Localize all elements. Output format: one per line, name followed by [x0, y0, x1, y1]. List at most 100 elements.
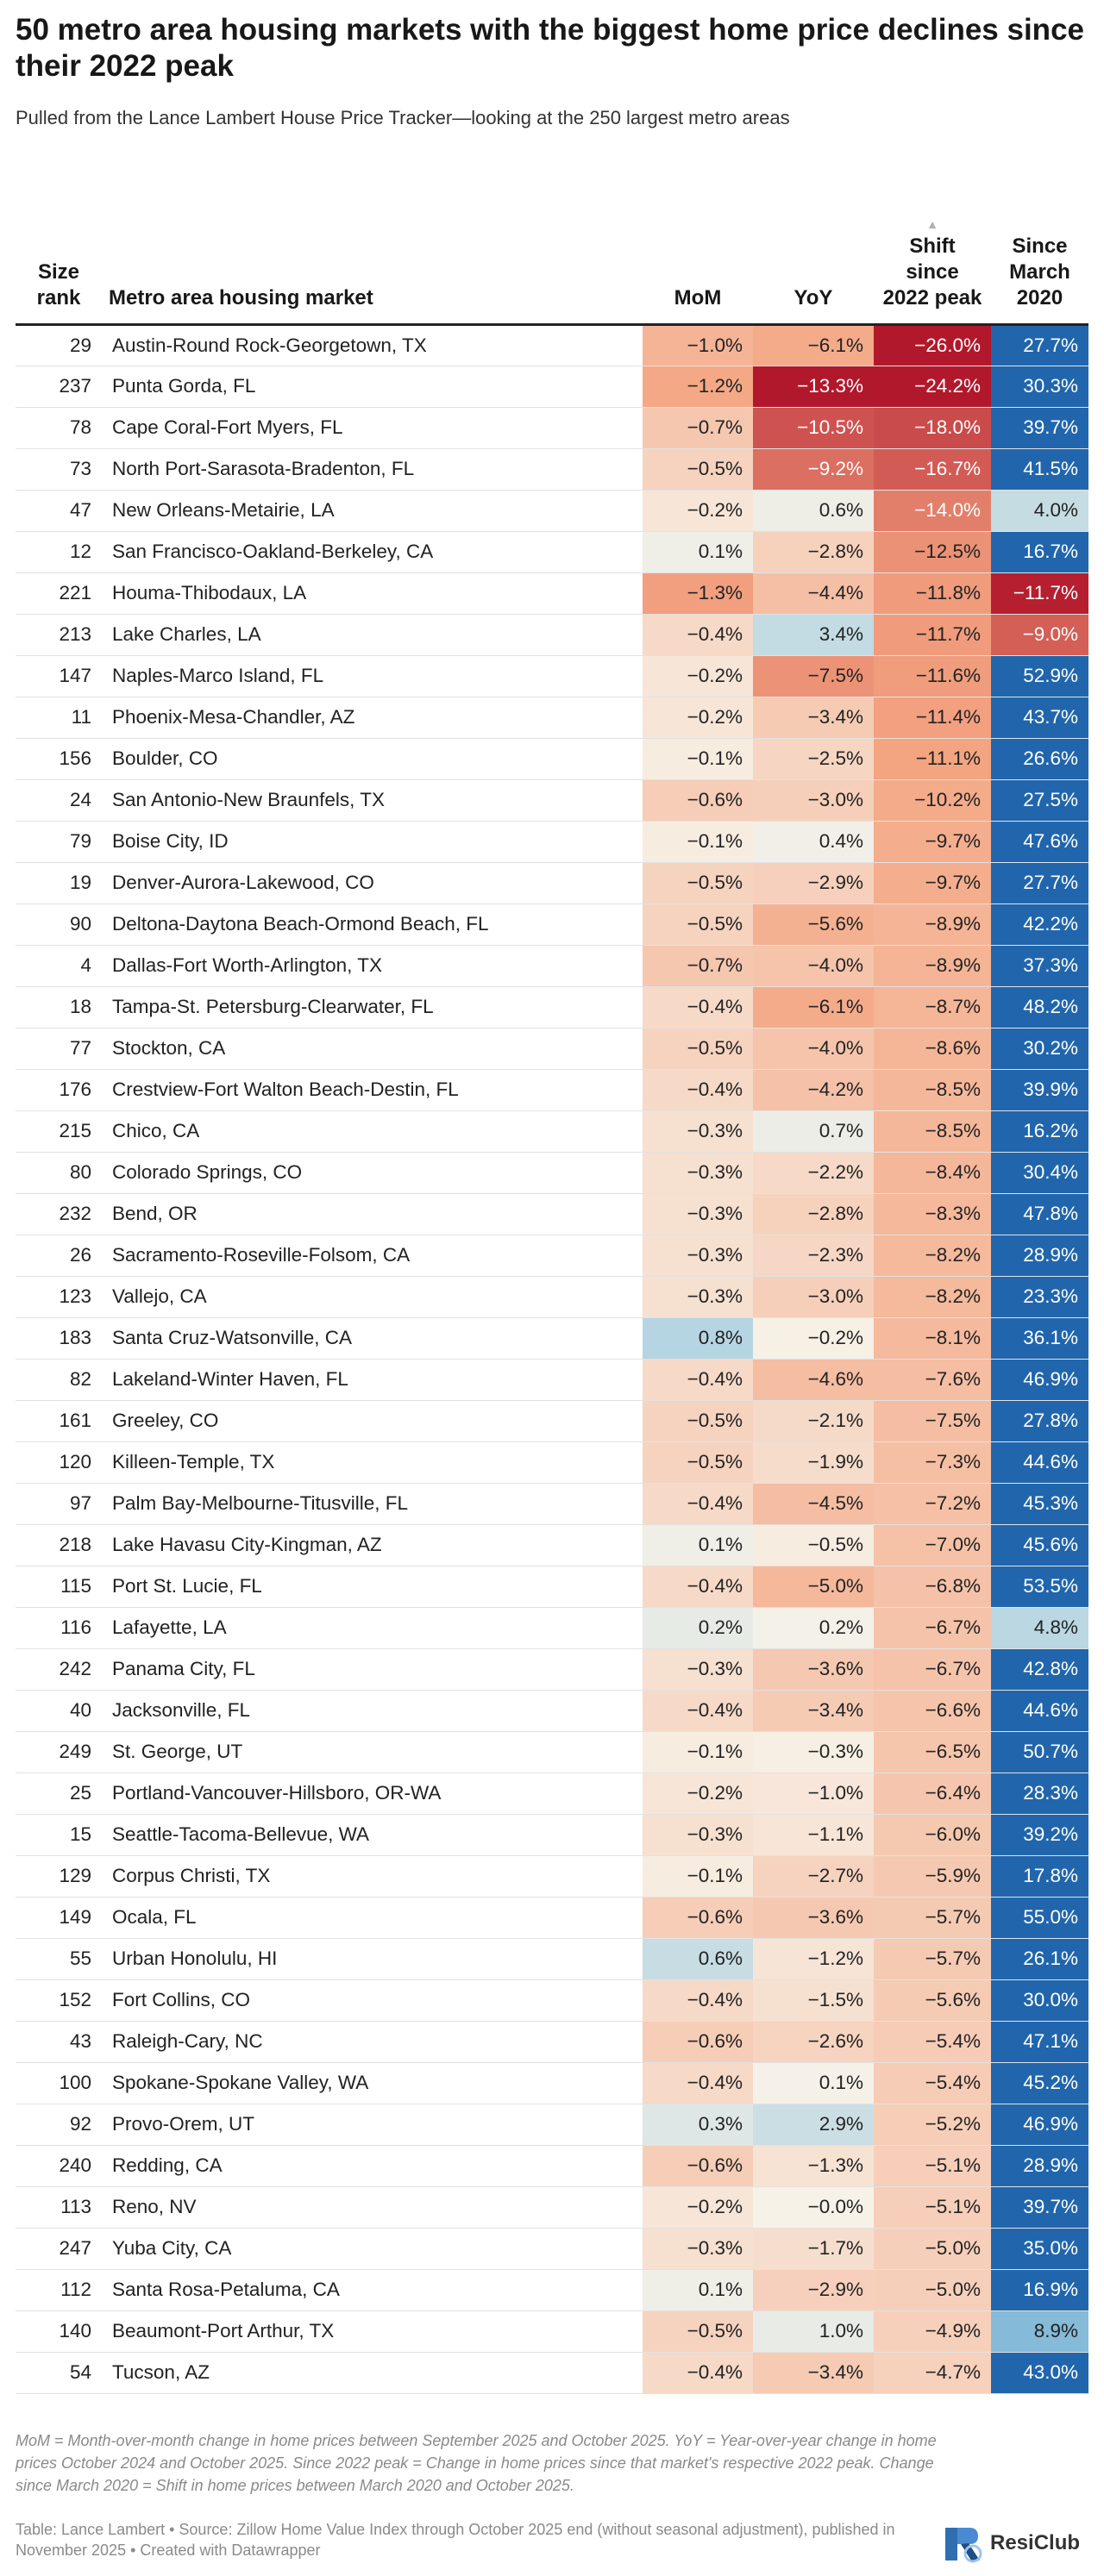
since-cell: 50.7% — [991, 1731, 1088, 1773]
mom-cell: −0.6% — [643, 1897, 753, 1939]
mom-cell: −0.3% — [643, 1276, 753, 1318]
peak-cell: −6.6% — [874, 1690, 991, 1732]
since-cell: 45.3% — [991, 1483, 1088, 1525]
yoy-cell: −4.4% — [753, 572, 874, 615]
size-rank-cell: 19 — [16, 862, 102, 904]
metro-name-cell: Santa Cruz-Watsonville, CA — [102, 1317, 643, 1360]
size-rank-cell: 4 — [16, 945, 102, 987]
metro-name-cell: Tampa-St. Petersburg-Clearwater, FL — [102, 986, 643, 1029]
table-row: 149 Ocala, FL −0.6% −3.6% −5.7% 55.0% — [16, 1897, 1088, 1939]
col-header-name[interactable]: Metro area housing market — [102, 172, 643, 326]
col-header-mom[interactable]: MoM — [643, 172, 753, 326]
size-rank-cell: 247 — [16, 2228, 102, 2270]
yoy-cell: 1.0% — [753, 2310, 874, 2353]
peak-cell: −8.7% — [874, 986, 991, 1029]
yoy-cell: −4.0% — [753, 1028, 874, 1070]
mom-cell: −0.4% — [643, 1566, 753, 1608]
yoy-cell: −0.3% — [753, 1731, 874, 1773]
size-rank-cell: 112 — [16, 2269, 102, 2311]
since-cell: 47.8% — [991, 1193, 1088, 1235]
metro-name-cell: Deltona-Daytona Beach-Ormond Beach, FL — [102, 903, 643, 946]
col-header-peak[interactable]: ▲ Shift since 2022 peak — [874, 172, 991, 326]
size-rank-cell: 40 — [16, 1690, 102, 1732]
yoy-cell: −1.5% — [753, 1979, 874, 2022]
mom-cell: 0.3% — [643, 2104, 753, 2146]
mom-cell: −0.3% — [643, 1152, 753, 1194]
mom-cell: −0.7% — [643, 945, 753, 987]
metro-name-cell: Seattle-Tacoma-Bellevue, WA — [102, 1814, 643, 1856]
peak-cell: −5.4% — [874, 2062, 991, 2104]
mom-cell: −0.3% — [643, 1193, 753, 1235]
mom-cell: 0.8% — [643, 1317, 753, 1360]
yoy-cell: −1.2% — [753, 1938, 874, 1980]
table-row: 249 St. George, UT −0.1% −0.3% −6.5% 50.7% — [16, 1731, 1088, 1773]
peak-cell: −7.6% — [874, 1359, 991, 1401]
mom-cell: −0.5% — [643, 862, 753, 904]
yoy-cell: −3.6% — [753, 1897, 874, 1939]
peak-cell: −5.2% — [874, 2104, 991, 2146]
table-row: 24 San Antonio-New Braunfels, TX −0.6% −3.0… — [16, 779, 1088, 822]
metro-name-cell: Lakeland-Winter Haven, FL — [102, 1359, 643, 1401]
table-row: 156 Boulder, CO −0.1% −2.5% −11.1% 26.6% — [16, 738, 1088, 780]
resiclub-logo-icon — [945, 2528, 982, 2563]
col-header-yoy[interactable]: YoY — [753, 172, 874, 326]
since-cell: 27.8% — [991, 1400, 1088, 1442]
size-rank-cell: 113 — [16, 2186, 102, 2229]
logo-text: ResiClub — [990, 2531, 1081, 2554]
metro-name-cell: Chico, CA — [102, 1110, 643, 1153]
table-row: 147 Naples-Marco Island, FL −0.2% −7.5% −11.… — [16, 655, 1088, 697]
size-rank-cell: 161 — [16, 1400, 102, 1442]
peak-cell: −8.5% — [874, 1069, 991, 1111]
col-header-rank[interactable]: Size rank — [16, 172, 102, 326]
size-rank-cell: 237 — [16, 366, 102, 408]
size-rank-cell: 100 — [16, 2062, 102, 2104]
yoy-cell: −7.5% — [753, 655, 874, 697]
mom-cell: −0.7% — [643, 407, 753, 449]
table-row: 90 Deltona-Daytona Beach-Ormond Beach, FL… — [16, 903, 1088, 946]
yoy-cell: −0.0% — [753, 2186, 874, 2229]
peak-cell: −12.5% — [874, 531, 991, 573]
since-cell: 37.3% — [991, 945, 1088, 987]
size-rank-cell: 115 — [16, 1566, 102, 1608]
peak-cell: −4.9% — [874, 2310, 991, 2353]
table-row: 79 Boise City, ID −0.1% 0.4% −9.7% 47.6% — [16, 821, 1088, 863]
peak-cell: −26.0% — [874, 324, 991, 366]
table-row: 15 Seattle-Tacoma-Bellevue, WA −0.3% −1.1% −… — [16, 1814, 1088, 1856]
since-cell: 28.9% — [991, 1235, 1088, 1277]
mom-cell: −0.4% — [643, 986, 753, 1029]
yoy-cell: −3.4% — [753, 1690, 874, 1732]
mom-cell: −0.6% — [643, 2145, 753, 2187]
since-cell: 46.9% — [991, 2104, 1088, 2146]
yoy-cell: 0.1% — [753, 2062, 874, 2104]
table-row: 242 Panama City, FL −0.3% −3.6% −6.7% 42.8% — [16, 1648, 1088, 1691]
yoy-cell: −13.3% — [753, 366, 874, 408]
since-cell: 52.9% — [991, 655, 1088, 697]
metro-name-cell: Phoenix-Mesa-Chandler, AZ — [102, 697, 643, 739]
col-header-peak-label: Shift since 2022 peak — [882, 234, 982, 309]
peak-cell: −9.7% — [874, 821, 991, 863]
metro-name-cell: Palm Bay-Melbourne-Titusville, FL — [102, 1483, 643, 1525]
mom-cell: −0.5% — [643, 1400, 753, 1442]
chart-subtitle: Pulled from the Lance Lambert House Pric… — [16, 107, 790, 128]
mom-cell: −0.4% — [643, 2062, 753, 2104]
peak-cell: −8.5% — [874, 1110, 991, 1153]
metro-name-cell: Punta Gorda, FL — [102, 366, 643, 408]
col-header-since[interactable]: Since March 2020 — [991, 172, 1088, 326]
table-row: 25 Portland-Vancouver-Hillsboro, OR-WA −0.… — [16, 1773, 1088, 1815]
size-rank-cell: 90 — [16, 903, 102, 946]
mom-cell: −0.3% — [643, 1110, 753, 1153]
peak-cell: −5.0% — [874, 2269, 991, 2311]
yoy-cell: −1.1% — [753, 1814, 874, 1856]
metro-name-cell: Lake Charles, LA — [102, 614, 643, 656]
table-row: 77 Stockton, CA −0.5% −4.0% −8.6% 30.2% — [16, 1028, 1088, 1070]
resiclub-logo: ResiClub — [940, 2519, 1095, 2567]
size-rank-cell: 55 — [16, 1938, 102, 1980]
table-row: 237 Punta Gorda, FL −1.2% −13.3% −24.2% 30.3% — [16, 366, 1088, 408]
mom-cell: −0.6% — [643, 2021, 753, 2063]
mom-cell: 0.2% — [643, 1607, 753, 1649]
peak-cell: −6.7% — [874, 1648, 991, 1691]
peak-cell: −5.4% — [874, 2021, 991, 2063]
metro-name-cell: Ocala, FL — [102, 1897, 643, 1939]
mom-cell: −0.3% — [643, 2228, 753, 2270]
mom-cell: −0.4% — [643, 1690, 753, 1732]
